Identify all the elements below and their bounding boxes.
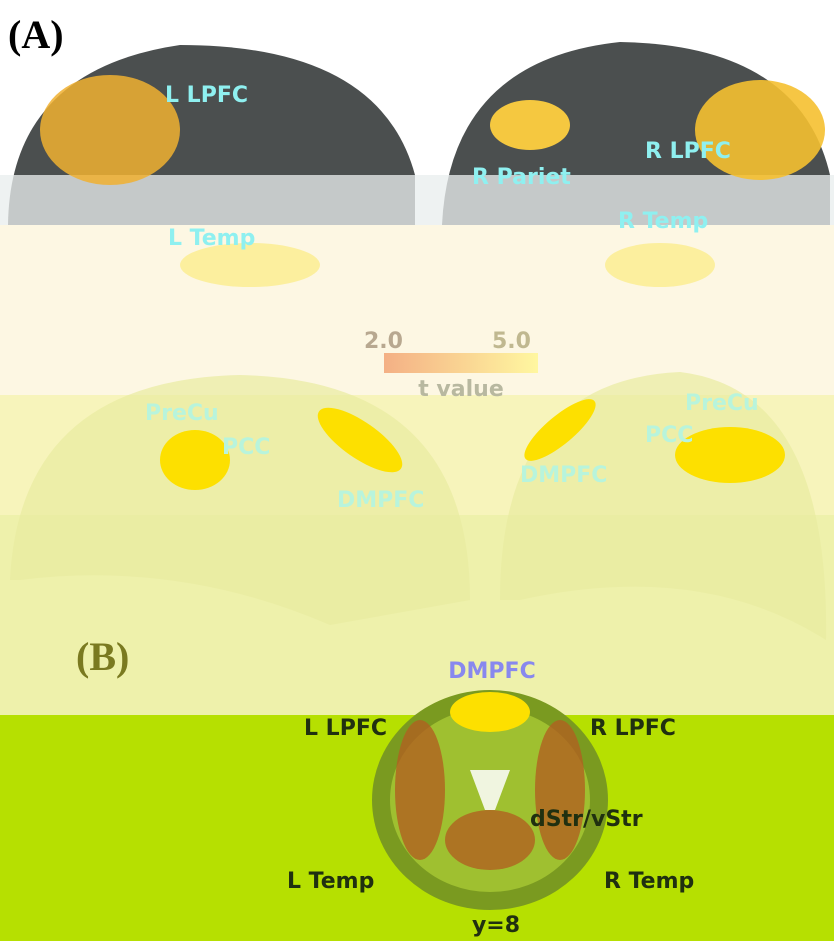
label: 5.0 — [492, 329, 531, 354]
label: PreCu — [145, 401, 219, 426]
label: dStr/vStr — [530, 807, 643, 832]
activation — [450, 692, 530, 732]
label: DMPFC — [520, 463, 607, 488]
label: R Temp — [618, 209, 708, 234]
activation — [180, 243, 320, 287]
band-overlay — [0, 175, 834, 225]
label: DMPFC — [337, 488, 424, 513]
label: R Pariet — [472, 165, 571, 190]
label: R LPFC — [645, 139, 731, 164]
activation — [535, 720, 585, 860]
activation — [395, 720, 445, 860]
label: t value — [418, 377, 504, 402]
label: L Temp — [168, 226, 255, 251]
label: PCC — [645, 423, 693, 448]
activation — [675, 427, 785, 483]
label: PreCu — [685, 391, 759, 416]
label: L LPFC — [165, 83, 248, 108]
label: PCC — [222, 435, 270, 460]
colorbar — [384, 353, 538, 373]
label: y=8 — [472, 913, 520, 938]
label: (B) — [76, 634, 129, 679]
activation — [695, 80, 825, 180]
activation — [490, 100, 570, 150]
activation — [40, 75, 180, 185]
label: DMPFC — [448, 659, 535, 684]
label: R Temp — [604, 869, 694, 894]
activation — [317, 407, 403, 473]
label: 2.0 — [364, 329, 403, 354]
labels: (A) L LPFC R Pariet R LPFC L Temp R Temp 2.0 5.… — [8, 12, 759, 938]
activation — [445, 810, 535, 870]
label: R LPFC — [590, 716, 676, 741]
ventricle — [470, 770, 510, 810]
label: L Temp — [287, 869, 374, 894]
activation — [160, 430, 230, 490]
activation — [524, 399, 596, 461]
label: L LPFC — [304, 716, 387, 741]
activation — [605, 243, 715, 287]
label: (A) — [8, 12, 64, 57]
